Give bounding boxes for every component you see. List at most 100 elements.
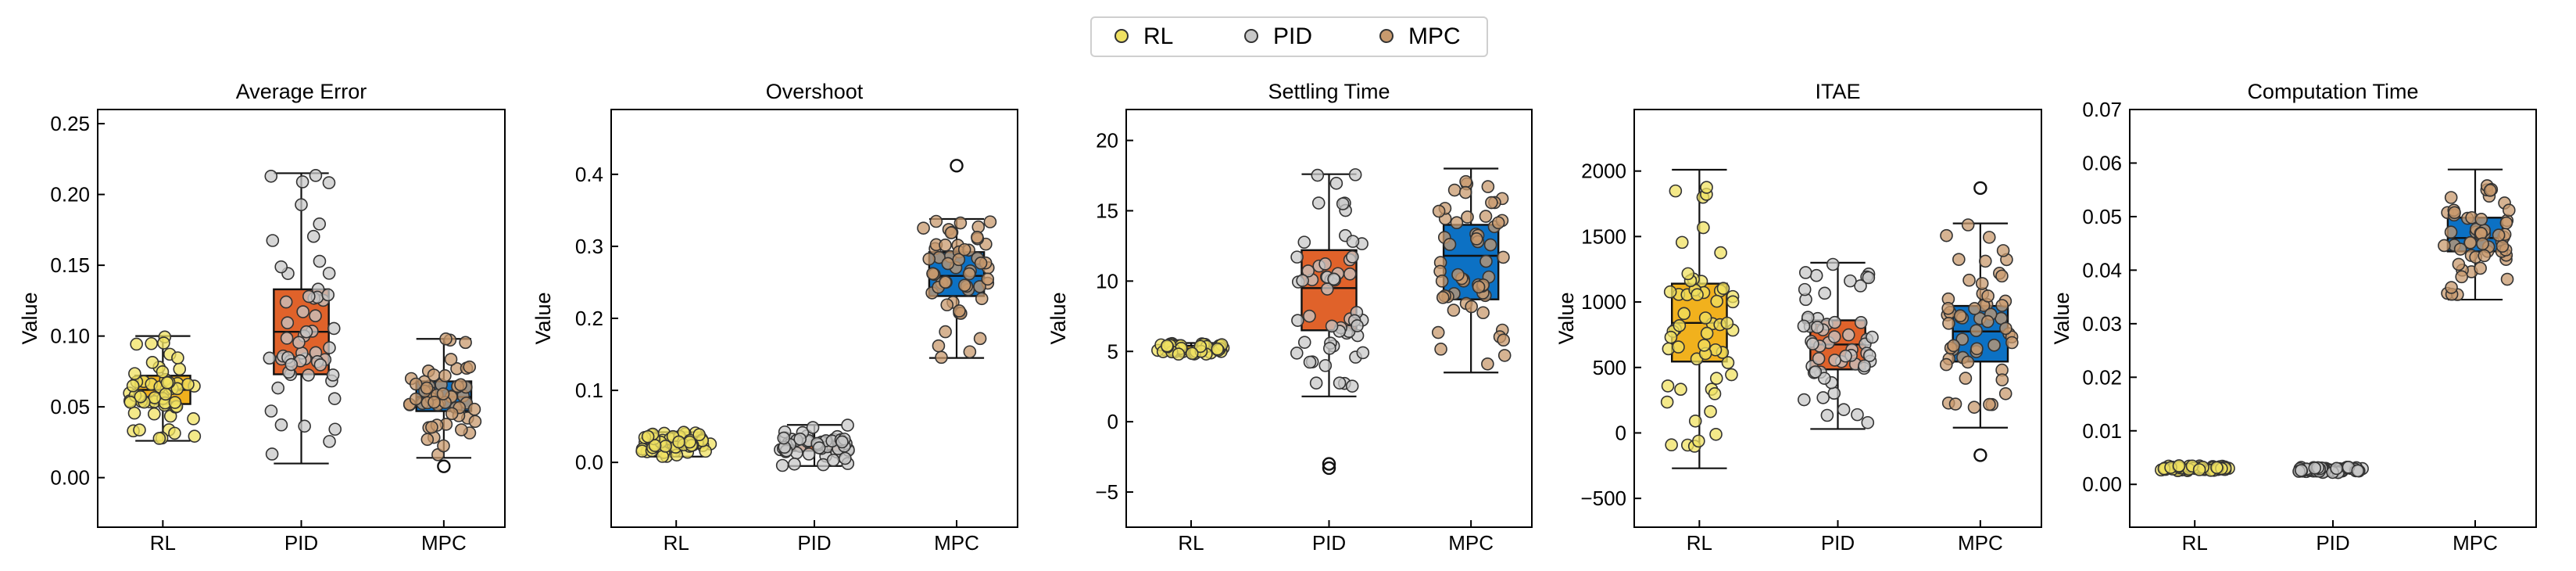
data-point xyxy=(1677,307,1691,321)
data-point xyxy=(1844,274,1857,288)
data-point xyxy=(2351,464,2365,478)
y-tick-label: 1500 xyxy=(1581,224,1626,248)
outlier-point xyxy=(1973,448,1987,462)
data-point xyxy=(1947,339,1960,353)
data-point xyxy=(1497,349,1512,362)
x-tick-label-rl: RL xyxy=(1687,531,1712,555)
data-point xyxy=(952,253,966,267)
data-point xyxy=(2500,272,2514,286)
data-point xyxy=(2499,216,2513,230)
data-point xyxy=(1193,339,1208,354)
data-point xyxy=(1301,264,1315,278)
data-point xyxy=(1343,267,1357,281)
data-point xyxy=(826,453,840,467)
data-point xyxy=(1858,359,1871,373)
x-tick-label-pid: PID xyxy=(797,531,831,555)
data-point xyxy=(641,429,655,444)
y-tick-label: 0.1 xyxy=(575,379,603,402)
data-point xyxy=(1323,342,1336,355)
data-point xyxy=(467,402,481,416)
data-point xyxy=(1798,393,1811,407)
data-point xyxy=(156,365,170,379)
outlier-point xyxy=(1322,457,1336,471)
data-point xyxy=(1995,269,2009,283)
data-point xyxy=(939,325,952,339)
y-tick-label: 0.20 xyxy=(50,183,90,206)
panel-title: Settling Time xyxy=(1268,80,1390,103)
y-tick-label: 0.10 xyxy=(50,325,90,348)
x-tick-label-rl: RL xyxy=(150,531,176,555)
data-point xyxy=(1665,438,1678,452)
data-point xyxy=(973,332,987,346)
legend-label-mpc: MPC xyxy=(1408,23,1461,49)
data-point xyxy=(983,215,997,228)
data-point xyxy=(1839,349,1852,363)
data-point xyxy=(1709,427,1723,441)
data-point xyxy=(793,432,807,446)
data-point xyxy=(1346,250,1359,264)
x-tick-label-mpc: MPC xyxy=(1448,531,1494,555)
legend-marker-mpc xyxy=(1379,29,1394,43)
data-point xyxy=(1708,387,1722,400)
data-point xyxy=(302,368,315,382)
data-point xyxy=(280,332,294,345)
box-group-mpc xyxy=(1431,167,1512,374)
data-point xyxy=(181,378,195,391)
y-tick-label: 15 xyxy=(1096,199,1118,222)
box-group-pid xyxy=(1290,168,1370,476)
data-point xyxy=(309,169,323,182)
data-point xyxy=(2452,257,2466,271)
data-point xyxy=(459,336,472,350)
data-point xyxy=(1459,174,1472,189)
y-tick-label: 0 xyxy=(1615,421,1626,444)
data-point xyxy=(313,358,327,372)
data-point xyxy=(1325,319,1339,333)
data-point xyxy=(1465,300,1478,314)
data-point xyxy=(1968,302,1981,315)
data-point xyxy=(1955,332,1970,346)
data-point xyxy=(1669,184,1683,198)
data-point xyxy=(917,221,930,235)
data-point xyxy=(302,289,316,303)
data-point xyxy=(941,257,955,271)
data-point xyxy=(444,353,458,366)
data-point xyxy=(264,404,278,418)
data-point xyxy=(1688,414,1702,428)
y-tick-label: 0 xyxy=(1107,410,1118,433)
outlier-point xyxy=(950,159,964,173)
data-point xyxy=(274,418,288,432)
panel-title: Computation Time xyxy=(2247,80,2418,103)
data-point xyxy=(1458,185,1472,199)
data-point xyxy=(279,295,293,309)
data-point xyxy=(263,351,277,365)
y-tick-label: 0.04 xyxy=(2082,258,2122,282)
data-point xyxy=(929,214,943,228)
data-point xyxy=(1290,250,1304,264)
data-point xyxy=(306,229,320,243)
data-point xyxy=(1296,274,1309,287)
data-point xyxy=(145,356,159,369)
data-point xyxy=(1812,352,1826,365)
data-point xyxy=(957,278,971,293)
box-group-rl xyxy=(635,426,717,463)
y-tick-label: 0.05 xyxy=(50,395,90,418)
data-point xyxy=(1939,357,1953,372)
data-point xyxy=(323,341,336,354)
data-point xyxy=(187,412,200,426)
x-tick-label-rl: RL xyxy=(2182,531,2208,555)
data-point xyxy=(409,392,423,406)
data-point xyxy=(1329,177,1343,190)
y-tick-label: 20 xyxy=(1096,129,1118,153)
data-point xyxy=(775,458,789,472)
data-point xyxy=(309,309,322,322)
data-point xyxy=(328,422,342,436)
data-point xyxy=(1461,210,1474,224)
box-group-rl xyxy=(123,330,202,445)
data-point xyxy=(1962,273,1976,287)
data-point xyxy=(839,451,852,465)
data-point xyxy=(1861,415,1875,429)
data-point xyxy=(1953,309,1967,323)
data-point xyxy=(265,447,279,461)
data-point xyxy=(264,169,278,183)
data-point xyxy=(777,431,791,445)
